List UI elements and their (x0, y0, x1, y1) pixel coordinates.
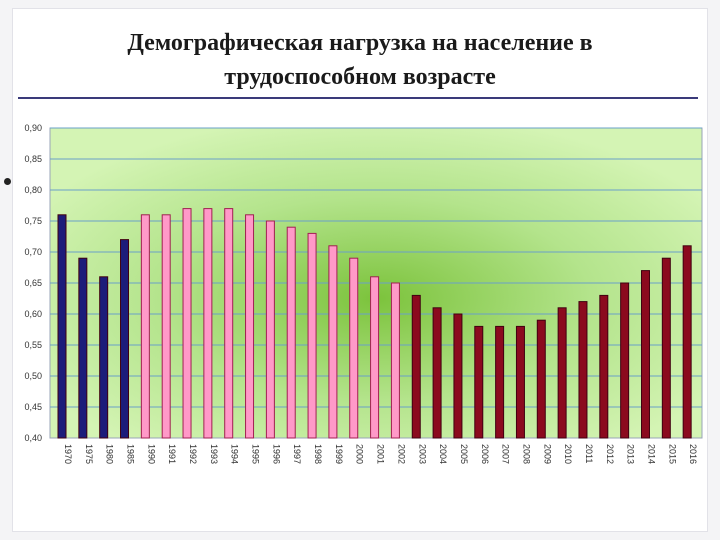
bar (57, 214, 67, 439)
bar (515, 325, 525, 439)
y-tick-label: 0,60 (24, 309, 42, 319)
x-tick-label: 2016 (688, 444, 698, 464)
bar (245, 214, 255, 439)
x-tick-label: 2000 (355, 444, 365, 464)
x-tick-label: 2005 (459, 444, 469, 464)
x-tick-label: 2010 (563, 444, 573, 464)
bar (161, 214, 171, 439)
bars (57, 208, 692, 439)
x-tick-label: 1980 (105, 444, 115, 464)
bar (349, 257, 359, 439)
bar (599, 294, 609, 439)
x-tick-label: 1990 (146, 444, 156, 464)
x-tick-label: 2003 (417, 444, 427, 464)
bar (453, 313, 463, 439)
x-tick-label: 2015 (667, 444, 677, 464)
y-tick-label: 0,85 (24, 154, 42, 164)
y-tick-label: 0,55 (24, 340, 42, 350)
bar (328, 245, 338, 439)
bar (557, 307, 567, 439)
bar (203, 208, 213, 439)
y-tick-label: 0,45 (24, 402, 42, 412)
bar (265, 220, 275, 439)
x-tick-label: 1994 (230, 444, 240, 464)
bar (120, 239, 130, 439)
x-tick-label: 1995 (251, 444, 261, 464)
bullet-dot (4, 178, 11, 185)
x-tick-label: 1997 (292, 444, 302, 464)
x-tick-label: 2004 (438, 444, 448, 464)
bar (495, 325, 505, 439)
bar (307, 232, 317, 439)
y-tick-label: 0,70 (24, 247, 42, 257)
bar (578, 301, 588, 439)
bar (432, 307, 442, 439)
x-tick-label: 2006 (480, 444, 490, 464)
bar (661, 257, 671, 439)
x-tick-label: 2014 (646, 444, 656, 464)
x-tick-label: 1975 (84, 444, 94, 464)
x-tick-label: 2013 (626, 444, 636, 464)
y-tick-label: 0,75 (24, 216, 42, 226)
bar (474, 325, 484, 439)
x-tick-label: 2007 (501, 444, 511, 464)
x-axis: 1970 1975 1980 1985 1990 1991 1992 1993 1994 1995… (63, 444, 698, 464)
title-line-2: трудоспособном возрасте (224, 64, 496, 90)
slide-title: Демографическая нагрузка на население в … (20, 26, 700, 94)
x-tick-label: 2008 (521, 444, 531, 464)
x-tick-label: 1998 (313, 444, 323, 464)
bar (140, 214, 150, 439)
bar (411, 294, 421, 439)
x-tick-label: 1970 (63, 444, 73, 464)
x-tick-label: 2001 (376, 444, 386, 464)
title-line-1: Демографическая нагрузка на население в (127, 30, 593, 56)
y-tick-label: 0,80 (24, 185, 42, 195)
bar (682, 245, 692, 439)
bar (390, 282, 400, 439)
y-tick-label: 0,50 (24, 371, 42, 381)
y-axis: 0,40 0,45 0,50 0,55 0,60 0,65 0,70 0,75 0,80 0,85… (24, 123, 42, 443)
x-tick-label: 1999 (334, 444, 344, 464)
x-tick-label: 1993 (209, 444, 219, 464)
x-tick-label: 2002 (396, 444, 406, 464)
bar (620, 282, 630, 439)
bar (536, 319, 546, 439)
bar (99, 276, 109, 439)
gridlines (50, 127, 702, 408)
bar (182, 208, 192, 439)
y-tick-label: 0,40 (24, 433, 42, 443)
x-tick-label: 1992 (188, 444, 198, 464)
bar (640, 270, 650, 439)
x-tick-label: 2009 (542, 444, 552, 464)
y-tick-label: 0,65 (24, 278, 42, 288)
bar (78, 257, 88, 439)
title-divider (18, 97, 698, 99)
x-tick-label: 2011 (584, 444, 594, 463)
bar (224, 208, 234, 439)
x-tick-label: 1985 (126, 444, 136, 464)
bar (286, 226, 296, 439)
x-tick-label: 1996 (271, 444, 281, 464)
bar (370, 276, 380, 439)
x-tick-label: 2012 (605, 444, 615, 464)
y-tick-label: 0,90 (24, 123, 42, 133)
x-tick-label: 1991 (167, 444, 177, 464)
